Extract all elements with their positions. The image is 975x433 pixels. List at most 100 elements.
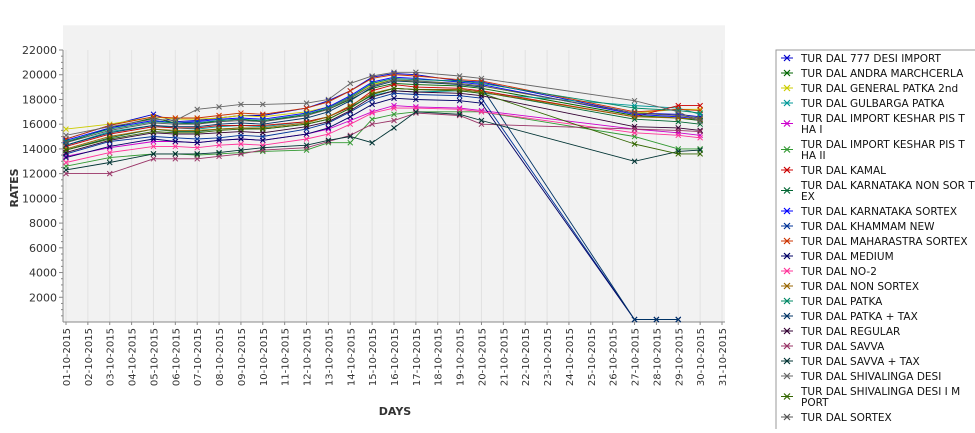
x-tick-label: 15-10-2015 xyxy=(368,328,379,386)
data-point xyxy=(369,139,375,146)
data-point xyxy=(259,144,266,151)
series-line xyxy=(63,76,703,146)
data-point xyxy=(456,80,463,87)
data-point xyxy=(325,118,332,125)
data-point xyxy=(150,151,157,157)
data-point xyxy=(194,106,201,113)
data-point xyxy=(325,96,332,103)
data-point xyxy=(391,78,397,84)
data-point xyxy=(106,143,113,150)
data-point xyxy=(238,126,244,132)
data-point xyxy=(106,149,113,156)
data-point xyxy=(216,129,222,136)
y-tick-label: 2000 xyxy=(29,291,57,304)
data-point xyxy=(259,118,266,125)
data-point xyxy=(631,126,638,132)
data-point xyxy=(675,125,682,131)
legend-label: TUR DAL KARNATAKA NON SOR T EX xyxy=(800,180,975,203)
x-tick-label: 05-10-2015 xyxy=(149,328,160,386)
data-point xyxy=(675,127,682,134)
data-point xyxy=(172,143,179,150)
legend-label: TUR DAL PATKA + TAX xyxy=(800,311,918,323)
data-point xyxy=(194,151,201,157)
series-group xyxy=(63,69,703,323)
data-point xyxy=(303,126,310,132)
data-point xyxy=(391,111,397,118)
data-point xyxy=(631,141,638,147)
data-point xyxy=(478,100,485,107)
data-point xyxy=(106,154,113,161)
legend-swatch-marker xyxy=(783,267,791,275)
data-point xyxy=(456,106,463,113)
legend-swatch-marker xyxy=(783,166,791,174)
data-point xyxy=(413,89,419,95)
x-tick-label: 24-10-2015 xyxy=(565,328,576,386)
legend-swatch-marker xyxy=(783,252,791,260)
x-tick-label: 09-10-2015 xyxy=(237,328,248,386)
data-point xyxy=(238,147,244,153)
y-axis-label: RATES xyxy=(8,168,21,207)
legend-label: TUR DAL PATKA xyxy=(800,296,883,308)
plot-grid xyxy=(65,50,723,322)
data-point xyxy=(238,110,244,116)
legend-swatch-marker xyxy=(783,84,791,92)
data-point xyxy=(413,84,419,90)
data-point xyxy=(172,129,179,136)
data-point xyxy=(303,115,310,121)
legend-box xyxy=(775,49,975,433)
data-point xyxy=(106,127,113,134)
x-tick-label: 10-10-2015 xyxy=(259,328,270,386)
data-point xyxy=(325,106,332,113)
legend-label: TUR DAL NO-2 xyxy=(800,266,877,278)
data-point xyxy=(194,123,201,130)
series-line xyxy=(63,69,703,139)
y-tick-label: 8000 xyxy=(29,217,57,230)
x-tick-label: 04-10-2015 xyxy=(128,328,139,386)
data-point xyxy=(259,116,266,123)
data-point xyxy=(303,121,310,128)
data-point xyxy=(106,136,113,142)
data-point xyxy=(478,83,485,89)
legend-label: TUR DAL SAVVA xyxy=(800,341,885,353)
data-point xyxy=(697,128,703,135)
data-point xyxy=(172,151,179,157)
data-point xyxy=(194,129,201,136)
data-point xyxy=(347,121,354,128)
data-point xyxy=(194,121,201,128)
data-point xyxy=(697,151,703,157)
x-tick-label: 14-10-2015 xyxy=(346,328,357,386)
data-point xyxy=(631,105,638,111)
data-point xyxy=(150,113,157,120)
data-point xyxy=(150,143,157,150)
data-point xyxy=(697,121,703,128)
legend: TUR DAL 777 DESI IMPORT TUR DAL ANDRA MAR… xyxy=(775,49,975,433)
x-tick-label: 11-10-2015 xyxy=(281,328,292,386)
data-point xyxy=(150,122,157,129)
data-point xyxy=(238,128,244,135)
legend-swatch-marker xyxy=(783,120,791,127)
data-point xyxy=(391,117,397,124)
data-point xyxy=(347,113,354,120)
x-tick-label: 23-10-2015 xyxy=(543,328,554,386)
data-point xyxy=(303,100,310,107)
series-line xyxy=(63,108,703,173)
data-point xyxy=(675,115,682,121)
legend-swatch-marker xyxy=(783,146,791,153)
legend-label: TUR DAL SHIVALINGA DESI I M PORT xyxy=(800,386,960,409)
legend-swatch-marker xyxy=(783,342,791,350)
legend-swatch-marker xyxy=(783,372,791,380)
x-tick-label: 06-10-2015 xyxy=(171,328,182,386)
data-point xyxy=(325,116,332,123)
x-tick-label: 29-10-2015 xyxy=(674,328,685,386)
legend-label: TUR DAL SHIVALINGA DESI xyxy=(800,371,941,383)
data-point xyxy=(216,112,222,119)
legend-label: TUR DAL IMPORT KESHAR PIS T HA II xyxy=(800,139,965,162)
legend-label: TUR DAL SAVVA + TAX xyxy=(800,356,920,368)
data-point xyxy=(478,117,485,124)
legend-label: TUR DAL MAHARASTRA SORTEX xyxy=(800,236,968,248)
data-point xyxy=(216,127,222,134)
x-tick-label: 21-10-2015 xyxy=(499,328,510,386)
legend-label: TUR DAL GULBARGA PATKA xyxy=(800,98,945,110)
data-point xyxy=(194,139,201,146)
y-tick-label: 18000 xyxy=(22,93,57,106)
